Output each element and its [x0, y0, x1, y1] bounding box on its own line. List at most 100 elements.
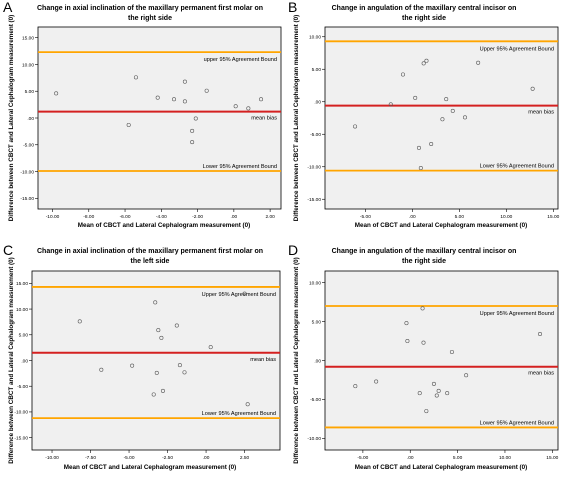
y-axis-label: Difference between CBCT and Lateral Ceph… [293, 257, 300, 463]
y-tick-label: .00 [314, 100, 321, 106]
data-point [153, 300, 158, 305]
x-tick-label: .00 [407, 455, 414, 461]
y-axis-label: Difference between CBCT and Lateral Ceph… [8, 15, 15, 221]
x-tick-label: .00 [231, 214, 238, 220]
x-tick-label: .00 [203, 455, 210, 461]
x-tick-label: 2.00 [265, 214, 275, 220]
data-point [445, 391, 450, 396]
y-tick-label: 15.00 [22, 36, 34, 42]
agreement-bound-label: Lower 95% Agreement Bound [203, 164, 277, 170]
agreement-bound-label: Lower 95% Agreement Bound [202, 411, 276, 417]
y-tick-label: .00 [27, 116, 34, 122]
data-point [204, 88, 209, 93]
data-point [434, 393, 439, 398]
plot-area [324, 270, 559, 451]
x-tick-label: -4.00 [156, 214, 167, 220]
x-tick-label: -6.00 [120, 214, 131, 220]
chart-title-line: Change in axial inclination of the maxil… [37, 248, 263, 255]
data-point [133, 75, 138, 80]
mean-bias-label: mean bias [528, 371, 554, 377]
data-point [424, 409, 429, 414]
data-point [449, 349, 454, 354]
y-tick-label: 5.00 [312, 67, 322, 73]
y-tick-label: -5.00 [310, 397, 321, 403]
y-tick-label: 10.00 [16, 307, 28, 313]
data-point [182, 99, 187, 104]
y-tick-label: 5.00 [25, 89, 35, 95]
data-point [530, 86, 535, 91]
y-tick-label: 5.00 [312, 319, 322, 325]
y-tick-label: 15.00 [16, 281, 28, 287]
y-axis-label: Difference between CBCT and Lateral Ceph… [293, 15, 300, 221]
y-axis-label: Difference between CBCT and Lateral Ceph… [8, 257, 15, 463]
y-tick-label: .00 [21, 358, 28, 364]
data-point [476, 60, 481, 65]
x-tick-label: 15.00 [546, 455, 558, 461]
data-point [424, 58, 429, 63]
data-point [182, 79, 187, 84]
chart-title-line: the right side [402, 258, 446, 265]
data-point [421, 340, 426, 345]
data-point [172, 97, 177, 102]
y-tick-label: -15.00 [14, 435, 28, 441]
data-point [418, 166, 423, 171]
data-point [174, 323, 179, 328]
chart-panel-c: C Change in axial inclination of the maxi… [3, 242, 281, 471]
y-tick-label: -15.00 [307, 197, 321, 203]
data-point [155, 95, 160, 100]
data-point [190, 128, 195, 133]
data-point [182, 370, 187, 375]
data-point [420, 306, 425, 311]
y-tick-label: -5.00 [17, 384, 28, 390]
data-point [440, 117, 445, 122]
chart-panel-a: A Change in axial inclination of the maxi… [3, 0, 282, 229]
agreement-bound-label: Lower 95% Agreement Bound [480, 164, 554, 170]
x-tick-label: 5.00 [455, 214, 465, 220]
data-point [156, 328, 161, 333]
chart-title-line: Change in angulation of the maxillary ce… [332, 5, 517, 12]
mean-bias-label: mean bias [250, 357, 276, 363]
panel-letter: D [288, 242, 298, 258]
chart-title-line: Change in angulation of the maxillary ce… [332, 248, 517, 255]
data-point [190, 140, 195, 145]
data-point [77, 319, 82, 324]
x-tick-label: -5.00 [360, 214, 371, 220]
data-point [208, 345, 213, 350]
data-point [99, 367, 104, 372]
data-point [233, 104, 238, 109]
y-tick-label: -10.00 [307, 436, 321, 442]
chart-title-line: the left side [131, 258, 170, 265]
chart-title-line: the right side [128, 15, 172, 22]
y-tick-label: .00 [314, 358, 321, 364]
data-point [431, 381, 436, 386]
data-point [259, 97, 264, 102]
data-point [374, 379, 379, 384]
x-tick-label: -5.00 [357, 455, 368, 461]
data-point [421, 61, 426, 66]
data-point [400, 72, 405, 77]
agreement-bound-label: upper 95% Agreement Bound [204, 57, 277, 63]
x-axis-label: Mean of CBCT and Lateral Cephalogram mea… [355, 464, 528, 471]
data-point [130, 363, 135, 368]
y-tick-label: 10.00 [309, 35, 321, 41]
chart-title-line: the right side [402, 15, 446, 22]
chart-title-line: Change in axial inclination of the maxil… [37, 5, 263, 12]
data-point [151, 392, 156, 397]
x-tick-label: 10.00 [500, 214, 512, 220]
plot-area [37, 26, 282, 210]
data-point [404, 321, 409, 326]
data-point [413, 95, 418, 100]
data-point [417, 391, 422, 396]
mean-bias-label: mean bias [528, 110, 554, 116]
data-point [416, 145, 421, 150]
x-tick-label: -5.00 [124, 455, 135, 461]
panel-letter: B [288, 0, 297, 15]
data-point [177, 363, 182, 368]
x-tick-label: 2.50 [240, 455, 250, 461]
y-tick-label: -10.00 [14, 410, 28, 416]
x-tick-label: -10.00 [45, 455, 59, 461]
data-point [353, 124, 358, 129]
y-tick-label: -10.00 [20, 169, 34, 175]
x-tick-label: -8.00 [83, 214, 94, 220]
